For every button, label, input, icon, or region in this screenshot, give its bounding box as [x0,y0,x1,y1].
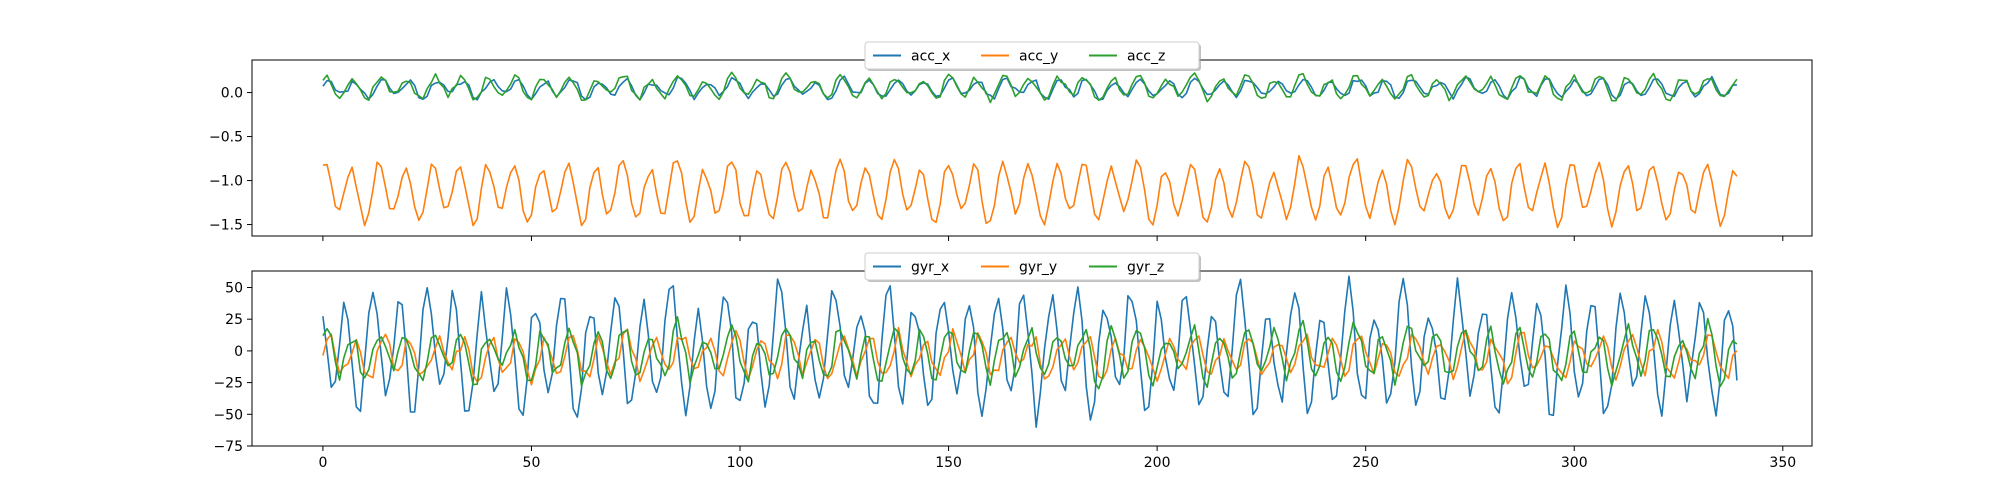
x-tick-label: 300 [1561,455,1588,471]
legend-label-acc-z: acc_z [1127,49,1165,65]
legend-label-acc-y: acc_y [1019,49,1058,65]
y-tick-label: −0.5 [209,130,243,146]
x-tick-label: 350 [1769,455,1796,471]
legend: gyr_x gyr_y gyr_z [864,252,1201,282]
y-tick-label: 25 [225,312,243,328]
y-tick-label: −1.5 [209,218,243,234]
legend-label-gyr-z: gyr_z [1127,260,1164,276]
acc-subplot: 0.0 −0.5 −1.0 −1.5 acc_x acc_y acc_z [209,41,1813,241]
x-tick-label: 100 [727,455,754,471]
y-tick-label: 0.0 [221,86,243,102]
x-tick-label: 150 [935,455,962,471]
y-tick-label: 50 [225,280,243,296]
series-line-acc-z [322,71,1738,104]
x-tick-label: 200 [1144,455,1171,471]
series-line-acc-y [322,154,1738,229]
series-line-gyr-y [322,326,1738,386]
y-tick-label: −25 [213,376,243,392]
legend-label-gyr-x: gyr_x [911,260,949,276]
gyr-subplot: 0 50 100 150 200 250 300 35050250−25−50−75gyr_x… [213,252,1813,471]
legend: acc_x acc_y acc_z [864,41,1201,71]
x-tick-label: 50 [523,455,541,471]
y-tick-label: −1.0 [209,174,243,190]
series-line-gyr-z [322,316,1738,390]
series-lines [322,71,1738,229]
series-line-gyr-x [322,275,1738,428]
y-tick-label: 0 [234,344,243,360]
y-tick-label: −75 [213,439,243,455]
x-tick-label: 250 [1352,455,1379,471]
series-lines [322,275,1738,428]
y-tick-label: −50 [213,407,243,423]
x-tick-label: 0 [318,455,327,471]
legend-label-gyr-y: gyr_y [1019,260,1057,276]
legend-label-acc-x: acc_x [911,49,950,65]
